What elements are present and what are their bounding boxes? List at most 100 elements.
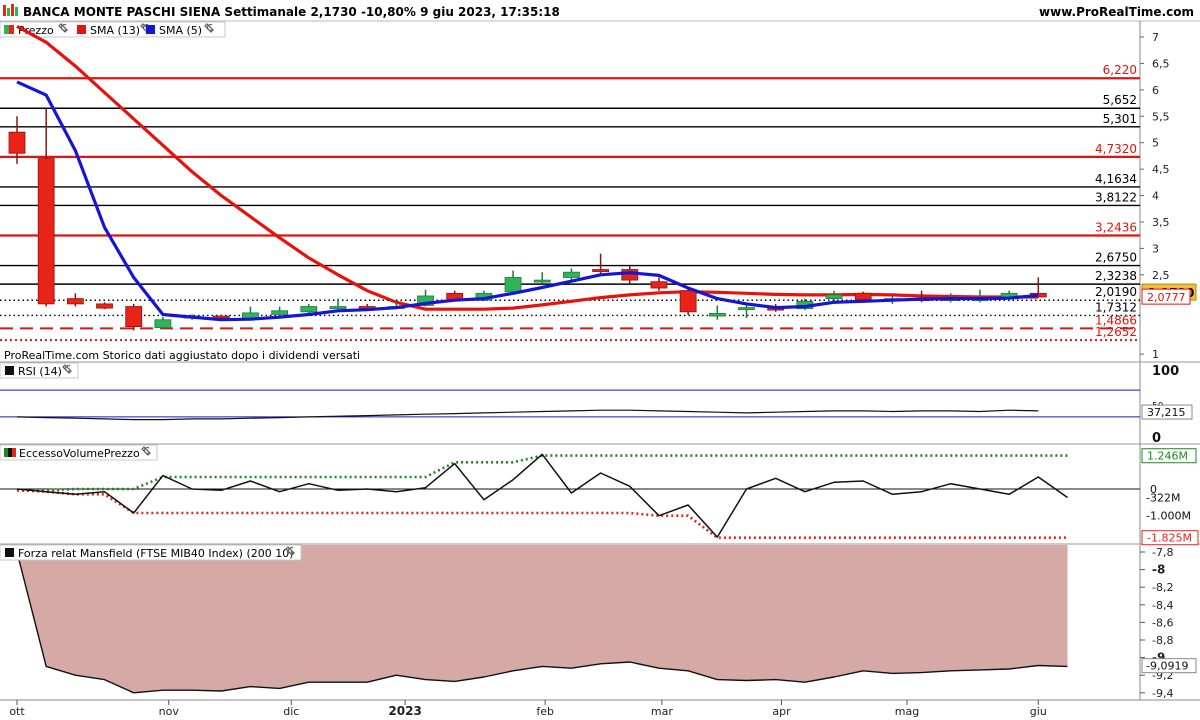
candle-body <box>854 292 872 301</box>
mansfield-y-tick-label: -8 <box>1152 563 1165 577</box>
rsi-legend: RSI (14) <box>0 362 79 379</box>
legend-sma5: SMA (5) <box>159 24 202 37</box>
settings-wrench-icon[interactable] <box>285 546 295 556</box>
y-tick-label: 1 <box>1152 348 1159 361</box>
candle-body <box>329 306 347 309</box>
mansfield-color-icon <box>5 548 14 557</box>
mansfield-value-badge <box>1141 658 1197 674</box>
evp-y-tick-label: 0 <box>1150 483 1157 496</box>
rsi-color-icon <box>5 366 14 375</box>
rsi-value-badge <box>1141 404 1193 420</box>
settings-wrench-icon[interactable] <box>58 23 68 33</box>
price-badges: 2,17302,0777 <box>1141 283 1197 305</box>
mansfield-y-tick-label: -8,6 <box>1152 616 1173 629</box>
rsi-title: RSI (14) <box>18 365 62 378</box>
header-logo-icon <box>3 4 18 16</box>
candle-body <box>125 306 143 328</box>
evp-upper-label: 1.246M <box>1147 450 1188 463</box>
level-label: 1,7312 <box>1095 300 1137 314</box>
x-tick-label: dic <box>283 705 299 718</box>
candle-body <box>563 271 580 278</box>
mansfield-layer: -7,8-8-8,2-8,4-8,6-8,8-9-9,2-9,4-9,0919 <box>16 545 1197 700</box>
rsi-y-tick-label: 0 <box>1152 431 1161 446</box>
y-tick-label: 3 <box>1152 242 1159 255</box>
candle-body <box>66 298 84 305</box>
candle-body <box>271 310 289 315</box>
sma13-color-icon <box>77 25 86 34</box>
candle-body <box>738 307 755 310</box>
level-label: 3,8122 <box>1095 190 1137 204</box>
mansfield-y-tick-label: -9,4 <box>1152 687 1173 700</box>
level-label: 5,301 <box>1103 112 1137 126</box>
level-label: 2,0190 <box>1095 285 1137 299</box>
y-tick-label: 6,5 <box>1152 57 1170 70</box>
mansfield-y-tick-label: -8,4 <box>1152 599 1173 612</box>
candle-body <box>154 319 172 329</box>
rsi-value-label: 37,215 <box>1147 406 1186 419</box>
price-y-axis: 7 6,5 6 5,5 5 4,5 4 3,5 3 2,5 1 <box>1140 31 1170 361</box>
candle-body <box>8 131 26 154</box>
y-tick-label: 6 <box>1152 84 1159 97</box>
x-tick-label: mag <box>895 705 919 718</box>
x-tick-label: nov <box>159 705 180 718</box>
candle-body <box>37 158 55 305</box>
price-levels: 6,220 5,652 5,301 4,7320 4,1634 3,8122 3,2436 2… <box>0 63 1140 342</box>
evp-lower-badge <box>1141 530 1199 546</box>
candle-body <box>300 306 318 313</box>
price-color-icon <box>4 25 9 34</box>
x-tick-label: ott <box>9 705 25 718</box>
candle-body <box>417 295 434 306</box>
candle-body <box>96 303 113 309</box>
evp-legend: EccessoVolumePrezzo <box>0 444 158 461</box>
settings-wrench-icon[interactable] <box>204 23 214 33</box>
candle-body <box>708 313 726 317</box>
level-label: 2,6750 <box>1095 251 1137 265</box>
level-label: 5,652 <box>1103 93 1137 107</box>
candle-body <box>825 294 843 300</box>
level-label: 6,220 <box>1103 63 1137 77</box>
evp-lower-line <box>16 489 1068 540</box>
y-tick-label: 4 <box>1152 190 1159 203</box>
mansfield-area <box>17 545 1068 693</box>
y-tick-label: 2,5 <box>1152 269 1170 282</box>
rsi-line <box>16 409 1039 421</box>
candle-body <box>533 279 551 283</box>
level-label: 1,2652 <box>1095 325 1137 339</box>
sma5-line <box>16 80 1039 322</box>
candle-body <box>592 269 609 272</box>
level-label: 4,1634 <box>1095 172 1137 186</box>
evp-upper-line <box>17 454 1068 492</box>
sma13-badge <box>1141 288 1191 305</box>
candle-body <box>679 290 697 313</box>
settings-wrench-icon[interactable] <box>141 446 151 456</box>
settings-wrench-icon[interactable] <box>62 364 72 374</box>
legend-sma13: SMA (13) <box>90 24 140 37</box>
level-label: 1,4866 <box>1095 313 1137 327</box>
y-tick-label: 5 <box>1152 137 1159 150</box>
evp-lower-label: -1.825M <box>1147 532 1192 545</box>
mansfield-value-label: -9,0919 <box>1146 660 1188 673</box>
legend-price: Prezzo <box>18 24 54 37</box>
mansfield-title: Forza relat Mansfield (FTSE MIB40 Index)… <box>18 547 294 560</box>
mansfield-y-tick-label: -7,8 <box>1152 546 1173 559</box>
sma5-layer <box>16 80 1039 322</box>
evp-upper-badge <box>1141 448 1197 464</box>
y-tick-label: 7 <box>1152 31 1159 44</box>
level-label: 2,3238 <box>1095 269 1137 283</box>
level-label: 4,7320 <box>1095 142 1137 156</box>
sma13-value-label: 2,0777 <box>1147 291 1186 304</box>
evp-y-tick-label: -322M <box>1146 492 1180 505</box>
evp-line <box>16 453 1068 538</box>
evp-color-icon <box>4 448 8 457</box>
y-tick-label: 4,5 <box>1152 163 1170 176</box>
evp-title: EccessoVolumePrezzo <box>19 447 140 460</box>
price-legend: Prezzo SMA (13) SMA (5) <box>0 21 226 38</box>
mansfield-line <box>16 551 1068 694</box>
mansfield-y-tick-label: -8,2 <box>1152 581 1173 594</box>
evp-layer: 1.246M -1.825M 0-322M -1.000M <box>0 448 1199 546</box>
x-tick-label: 2023 <box>388 704 421 718</box>
candle-body <box>212 315 230 319</box>
y-tick-label: 5,5 <box>1152 110 1170 123</box>
x-tick-label: feb <box>536 705 554 718</box>
